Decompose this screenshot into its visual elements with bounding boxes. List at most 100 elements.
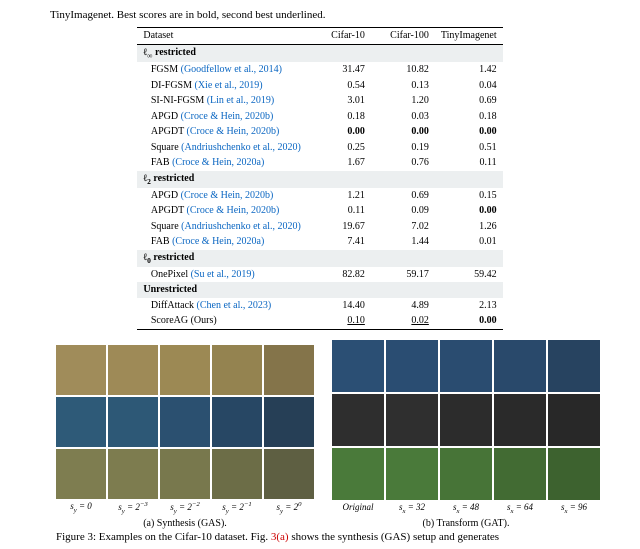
tinyimagenet-cell: 0.01 [435,234,503,250]
method-cell: FAB (Croce & Hein, 2020a) [137,234,306,250]
cifar100-cell: 1.20 [371,93,435,109]
cifar100-cell: 0.09 [371,203,435,219]
col-dataset: Dataset [137,28,306,45]
image-tile [108,345,158,395]
figure-3b-panel: Originalsx = 32sx = 48sx = 64sx = 96 (b)… [332,340,600,529]
cifar10-cell: 14.40 [307,298,371,314]
table-row: FAB (Croce & Hein, 2020a)7.411.440.01 [137,234,502,250]
image-tile [264,345,314,395]
method-cell: FAB (Croce & Hein, 2020a) [137,155,306,171]
figure-3a-panel: sy = 0sy = 2−3sy = 2−2sy = 2−1sy = 20 (a… [56,345,314,529]
cifar10-cell: 0.00 [307,124,371,140]
image-tile [160,449,210,499]
image-tile [548,448,600,500]
tinyimagenet-cell: 1.42 [435,62,503,78]
method-cell: APGDT (Croce & Hein, 2020b) [137,203,306,219]
group-header: ℓ2 restricted [137,171,502,188]
col-tinyimagenet: TinyImagenet [435,28,503,45]
tinyimagenet-cell: 0.00 [435,313,503,329]
image-tile [264,397,314,447]
method-cell: DiffAttack (Chen et al., 2023) [137,298,306,314]
method-cell: APGD (Croce & Hein, 2020b) [137,109,306,125]
axis-label: sy = 2−1 [212,501,262,515]
figure-3: sy = 0sy = 2−3sy = 2−2sy = 2−1sy = 20 (a… [50,340,590,529]
tinyimagenet-cell: 59.42 [435,267,503,283]
cifar10-cell: 19.67 [307,219,371,235]
image-tile [386,394,438,446]
tinyimagenet-cell: 0.69 [435,93,503,109]
axis-label: sx = 48 [440,502,492,515]
cifar10-cell: 82.82 [307,267,371,283]
image-tile [160,397,210,447]
image-tile [212,345,262,395]
cifar100-cell: 0.02 [371,313,435,329]
axis-label: sy = 2−3 [108,501,158,515]
cifar100-cell: 0.00 [371,124,435,140]
cifar10-cell: 31.47 [307,62,371,78]
cifar10-cell: 3.01 [307,93,371,109]
group-header: Unrestricted [137,282,502,298]
group-header: ℓ0 restricted [137,250,502,267]
image-tile [332,448,384,500]
image-tile [56,449,106,499]
image-tile [440,394,492,446]
tinyimagenet-cell: 0.15 [435,188,503,204]
method-cell: Square (Andriushchenko et al., 2020) [137,219,306,235]
method-cell: APGD (Croce & Hein, 2020b) [137,188,306,204]
method-cell: Square (Andriushchenko et al., 2020) [137,140,306,156]
group-header: ℓ∞ restricted [137,44,502,62]
figure-3b-grid [332,340,600,500]
tinyimagenet-cell: 0.00 [435,203,503,219]
cifar100-cell: 0.13 [371,78,435,94]
cifar10-cell: 0.25 [307,140,371,156]
image-tile [108,397,158,447]
cifar10-cell: 0.10 [307,313,371,329]
cifar100-cell: 59.17 [371,267,435,283]
image-tile [548,394,600,446]
col-cifar100: Cifar-100 [371,28,435,45]
axis-label: Original [332,502,384,515]
table-row: APGDT (Croce & Hein, 2020b)0.110.090.00 [137,203,502,219]
method-cell: FGSM (Goodfellow et al., 2014) [137,62,306,78]
cifar100-cell: 0.76 [371,155,435,171]
table-row: APGD (Croce & Hein, 2020b)1.210.690.15 [137,188,502,204]
method-cell: OnePixel (Su et al., 2019) [137,267,306,283]
axis-label: sy = 0 [56,501,106,515]
image-tile [440,448,492,500]
method-cell: DI-FGSM (Xie et al., 2019) [137,78,306,94]
image-tile [386,448,438,500]
image-tile [548,340,600,392]
figure-3b-xlabels: Originalsx = 32sx = 48sx = 64sx = 96 [332,502,600,515]
table-row: APGDT (Croce & Hein, 2020b)0.000.000.00 [137,124,502,140]
table-row: Square (Andriushchenko et al., 2020)19.6… [137,219,502,235]
method-cell: SI-NI-FGSM (Lin et al., 2019) [137,93,306,109]
tinyimagenet-cell: 0.11 [435,155,503,171]
image-tile [212,397,262,447]
cifar100-cell: 0.69 [371,188,435,204]
tinyimagenet-cell: 0.04 [435,78,503,94]
image-tile [386,340,438,392]
figure-3a-grid [56,345,314,499]
image-tile [332,394,384,446]
table-row: ScoreAG (Ours)0.100.020.00 [137,313,502,329]
image-tile [494,394,546,446]
cifar10-cell: 0.11 [307,203,371,219]
col-cifar10: Cifar-10 [307,28,371,45]
cifar10-cell: 0.54 [307,78,371,94]
table-row: FAB (Croce & Hein, 2020a)1.670.760.11 [137,155,502,171]
image-tile [56,397,106,447]
table-row: FGSM (Goodfellow et al., 2014)31.4710.82… [137,62,502,78]
tinyimagenet-cell: 0.51 [435,140,503,156]
axis-label: sx = 32 [386,502,438,515]
cifar10-cell: 7.41 [307,234,371,250]
image-tile [332,340,384,392]
figure-3-caption: Figure 3: Examples on the Cifar-10 datas… [50,529,590,543]
image-tile [212,449,262,499]
image-tile [494,448,546,500]
table-row: DiffAttack (Chen et al., 2023)14.404.892… [137,298,502,314]
tinyimagenet-cell: 1.26 [435,219,503,235]
tinyimagenet-cell: 0.18 [435,109,503,125]
image-tile [160,345,210,395]
image-tile [56,345,106,395]
table-caption-fragment: TinyImagenet. Best scores are in bold, s… [50,8,590,23]
